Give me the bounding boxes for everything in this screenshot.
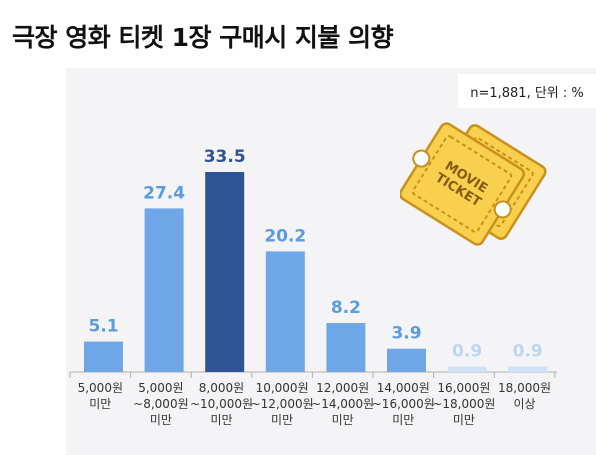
x-tick-label: 14,000원 bbox=[377, 381, 430, 395]
x-tick-label: 8,000원 bbox=[199, 381, 244, 395]
bar bbox=[84, 341, 123, 372]
x-tick-label: ~12,000원 bbox=[251, 397, 314, 411]
bar-value-label: 27.4 bbox=[143, 183, 185, 203]
x-tick-label: 미만 bbox=[210, 413, 232, 427]
bar bbox=[205, 172, 245, 372]
page-title: 극장 영화 티켓 1장 구매시 지불 의향 bbox=[12, 23, 394, 52]
x-tick-label: 이상 bbox=[513, 397, 535, 411]
x-tick-label: 12,000원 bbox=[316, 381, 369, 395]
bar bbox=[387, 348, 426, 372]
x-tick-label: ~16,000원 bbox=[372, 397, 435, 411]
bar bbox=[508, 366, 548, 372]
bar-value-label: 0.9 bbox=[452, 342, 482, 362]
bar-value-label: 0.9 bbox=[513, 342, 543, 362]
bar bbox=[447, 366, 487, 372]
bar-value-label: 20.2 bbox=[264, 226, 306, 246]
bar-value-label: 3.9 bbox=[391, 324, 421, 344]
x-tick-label: ~14,000원 bbox=[311, 397, 374, 411]
movie-ticket-icon: MOVIETICKET bbox=[400, 122, 547, 246]
sample-unit-note: n=1,881, 단위 : % bbox=[458, 74, 596, 108]
x-tick-label: 미만 bbox=[271, 413, 293, 427]
bar-value-label: 5.1 bbox=[88, 317, 118, 337]
bar-value-label: 8.2 bbox=[331, 298, 361, 318]
x-tick-label: 18,000원 bbox=[498, 381, 551, 395]
x-tick-label: ~18,000원 bbox=[432, 397, 495, 411]
bar-value-label: 33.5 bbox=[204, 147, 246, 167]
x-tick-label: 미만 bbox=[392, 413, 414, 427]
x-tick-label: 미만 bbox=[332, 413, 354, 427]
x-tick-label: 미만 bbox=[89, 397, 111, 411]
x-tick-label: ~10,000원 bbox=[190, 397, 253, 411]
x-tick-label: 미만 bbox=[150, 413, 172, 427]
x-tick-label: ~8,000원 bbox=[133, 397, 188, 411]
x-tick-label: 5,000원 bbox=[138, 381, 183, 395]
x-tick-label: 미만 bbox=[453, 413, 475, 427]
x-tick-label: 16,000원 bbox=[437, 381, 490, 395]
bar bbox=[326, 323, 366, 372]
bar bbox=[265, 251, 305, 372]
bar bbox=[144, 208, 184, 372]
x-tick-label: 10,000원 bbox=[256, 381, 309, 395]
x-tick-label: 5,000원 bbox=[78, 381, 123, 395]
